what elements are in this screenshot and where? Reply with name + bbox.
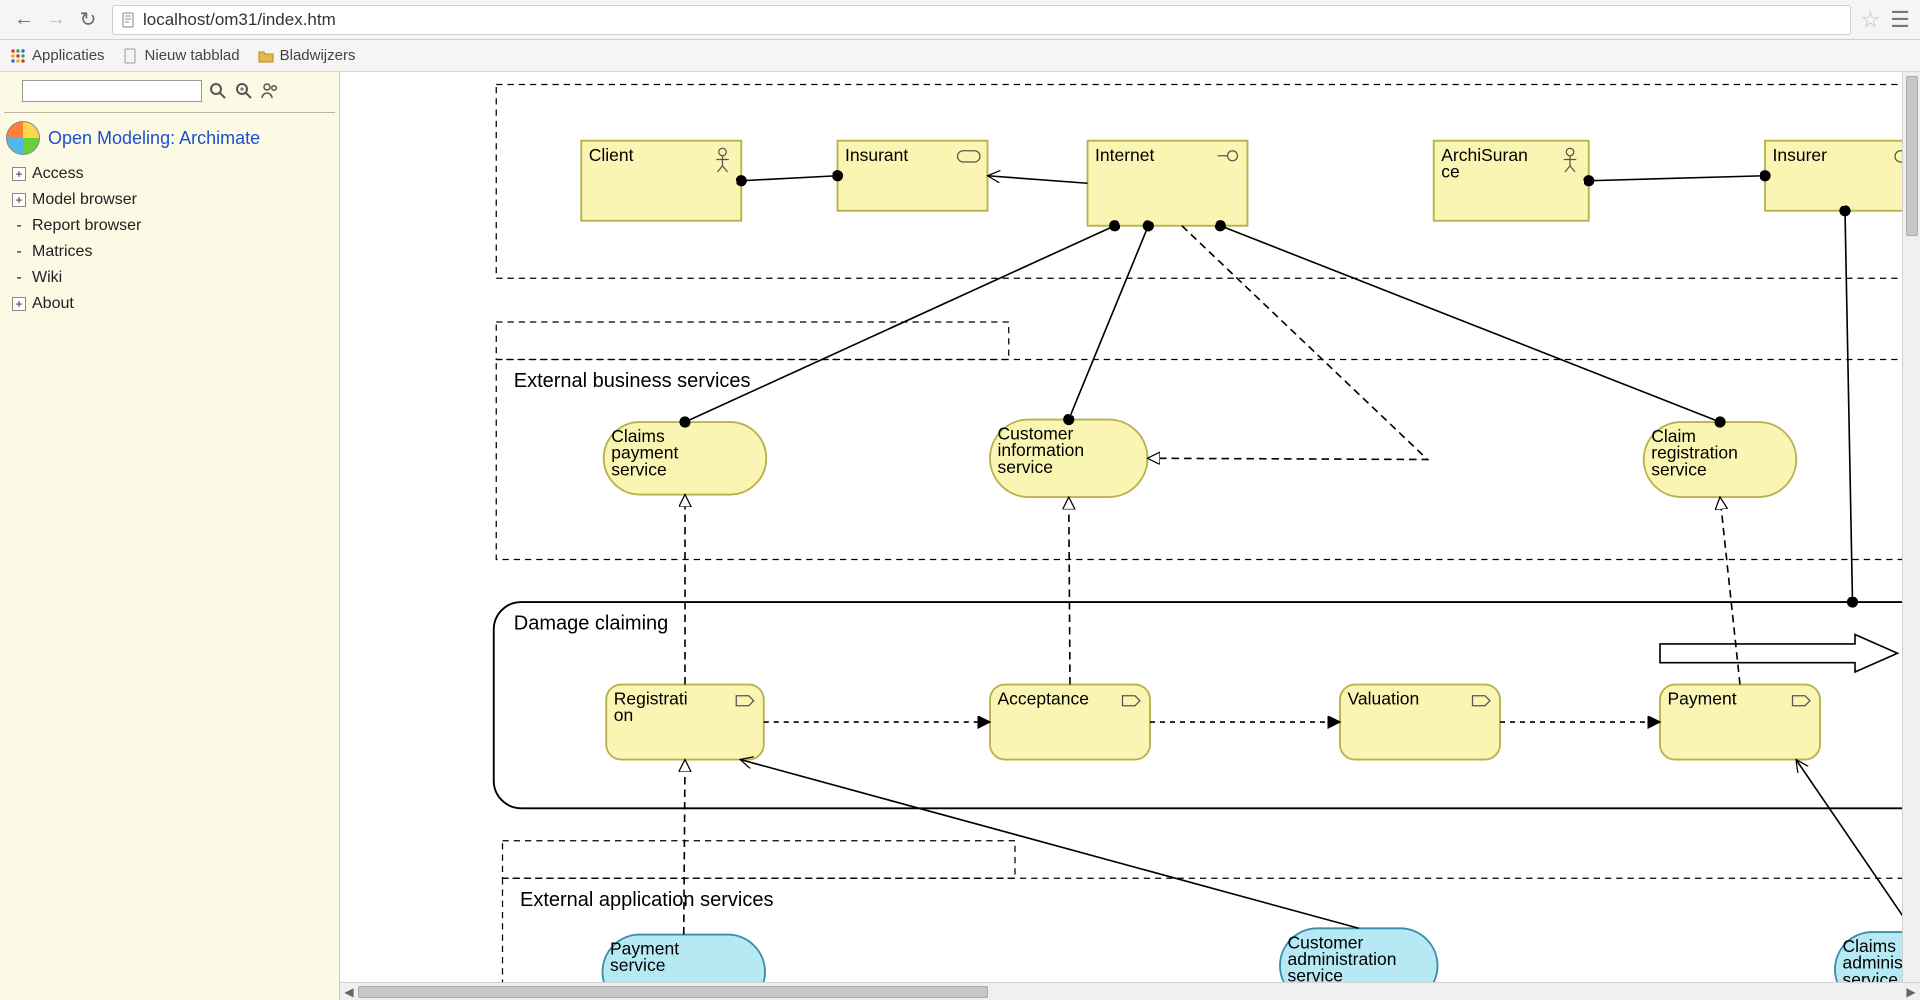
svg-text:Damage claiming: Damage claiming	[514, 613, 669, 635]
node-archisurance[interactable]: ArchiSurance	[1434, 141, 1589, 221]
search-plus-icon[interactable]	[234, 81, 254, 101]
bookmark-nieuw-tabblad[interactable]: Nieuw tabblad	[123, 47, 240, 64]
edge-insurer-damage-claiming	[1845, 211, 1853, 602]
sidebar-item-about[interactable]: + About	[4, 291, 335, 317]
sidebar-item-report-browser[interactable]: -Report browser	[4, 213, 335, 239]
browser-menu-icon[interactable]: ☰	[1890, 7, 1910, 33]
tree-leaf-icon: -	[12, 271, 26, 285]
bookmark-bladwijzers[interactable]: Bladwijzers	[258, 47, 356, 64]
scrollbar-horizontal[interactable]: ◀ ▶	[340, 982, 1920, 1000]
brand-logo-icon	[6, 121, 40, 155]
edge-internet-claim-reg-svc	[1220, 226, 1720, 422]
edge-internet-claims-pay-svc	[685, 226, 1115, 422]
svg-text:Valuation: Valuation	[1348, 689, 1420, 709]
nav-back-button[interactable]: ←	[10, 6, 38, 34]
sidebar-item-model-browser[interactable]: + Model browser	[4, 187, 335, 213]
node-valuation[interactable]: Valuation	[1340, 685, 1500, 760]
sidebar-item-label: Matrices	[32, 243, 92, 261]
scroll-right-button[interactable]: ▶	[1902, 983, 1920, 1000]
svg-text:External application services: External application services	[520, 889, 773, 911]
search-people-icon[interactable]	[260, 81, 280, 101]
page-icon	[123, 48, 139, 64]
search-input[interactable]	[22, 80, 202, 102]
brand-link[interactable]: Open Modeling: Archimate	[48, 128, 260, 149]
node-registration[interactable]: Registration	[606, 685, 764, 760]
bookmark-applicaties[interactable]: Applicaties	[10, 47, 105, 64]
nav-tree: +Access+Model browser-Report browser-Mat…	[4, 161, 335, 317]
edge-claims-admin-svc-payment	[1796, 760, 1914, 933]
node-claims-pay-svc[interactable]: Claimspaymentservice	[604, 422, 767, 495]
scrollbar-vertical[interactable]	[1902, 72, 1920, 982]
nav-forward-button[interactable]: →	[42, 6, 70, 34]
node-claim-reg-svc[interactable]: Claimregistrationservice	[1644, 422, 1797, 497]
bookmark-star-icon[interactable]: ☆	[1861, 7, 1881, 33]
expand-icon[interactable]: +	[12, 167, 26, 181]
tree-leaf-icon: -	[12, 245, 26, 259]
address-bar[interactable]	[112, 5, 1851, 35]
url-input[interactable]	[143, 10, 1842, 30]
scroll-left-button[interactable]: ◀	[340, 983, 358, 1000]
svg-text:ce: ce	[1441, 161, 1459, 181]
node-cust-info-svc[interactable]: Customerinformationservice	[990, 420, 1148, 498]
search-icon[interactable]	[208, 81, 228, 101]
svg-text:on: on	[614, 705, 633, 725]
brand[interactable]: Open Modeling: Archimate	[4, 119, 335, 161]
edge-cust-admin-svc-registration	[740, 760, 1359, 929]
svg-text:Insurant: Insurant	[845, 145, 908, 165]
svg-text:Internet: Internet	[1095, 145, 1154, 165]
edge-archisurance-insurer	[1589, 176, 1765, 181]
svg-text:External business services: External business services	[514, 370, 751, 392]
svg-text:Insurer: Insurer	[1773, 145, 1828, 165]
sidebar-item-label: Model browser	[32, 191, 137, 209]
svg-text:service: service	[611, 459, 666, 479]
node-client[interactable]: Client	[581, 141, 741, 221]
sidebar-item-label: Wiki	[32, 269, 62, 287]
browser-toolbar: ← → ↻ ☆ ☰	[0, 0, 1920, 40]
expand-icon[interactable]: +	[12, 193, 26, 207]
sidebar: Open Modeling: Archimate + Access + Model b…	[0, 72, 340, 1000]
expand-icon[interactable]: +	[12, 297, 26, 311]
svg-text:Payment: Payment	[1668, 689, 1737, 709]
svg-text:service: service	[610, 955, 665, 975]
node-payment[interactable]: Payment	[1660, 685, 1820, 760]
sidebar-item-matrices[interactable]: -Matrices	[4, 239, 335, 265]
svg-text:service: service	[1651, 459, 1706, 479]
node-internet[interactable]: Internet	[1088, 141, 1248, 226]
svg-text:Acceptance: Acceptance	[998, 689, 1089, 709]
bookmarks-bar: Applicaties Nieuw tabblad Bladwijzers	[0, 40, 1920, 72]
sidebar-item-wiki[interactable]: -Wiki	[4, 265, 335, 291]
nav-reload-button[interactable]: ↻	[74, 6, 102, 34]
sidebar-item-label: Report browser	[32, 217, 141, 235]
page-icon	[121, 12, 137, 28]
svg-text:service: service	[998, 457, 1053, 477]
sidebar-item-access[interactable]: + Access	[4, 161, 335, 187]
edge-internet-cust-info-svc	[1148, 226, 1428, 460]
folder-icon	[258, 48, 274, 64]
edge-acceptance-cust-info-svc	[1069, 497, 1070, 685]
edge-internet-cust-info-svc	[1069, 226, 1149, 420]
edge-client-insurant	[741, 176, 837, 181]
svg-text:Client: Client	[589, 145, 634, 165]
diagram-canvas[interactable]: External business services External appli…	[340, 72, 1920, 1000]
sidebar-item-label: About	[32, 295, 74, 313]
apps-grid-icon	[10, 48, 26, 64]
process-direction-arrow	[1660, 635, 1898, 673]
node-acceptance[interactable]: Acceptance	[990, 685, 1150, 760]
tree-leaf-icon: -	[12, 219, 26, 233]
sidebar-item-label: Access	[32, 165, 84, 183]
node-insurer[interactable]: Insurer	[1765, 141, 1920, 211]
node-insurant[interactable]: Insurant	[838, 141, 988, 211]
edge-internet-insurant	[988, 176, 1088, 184]
